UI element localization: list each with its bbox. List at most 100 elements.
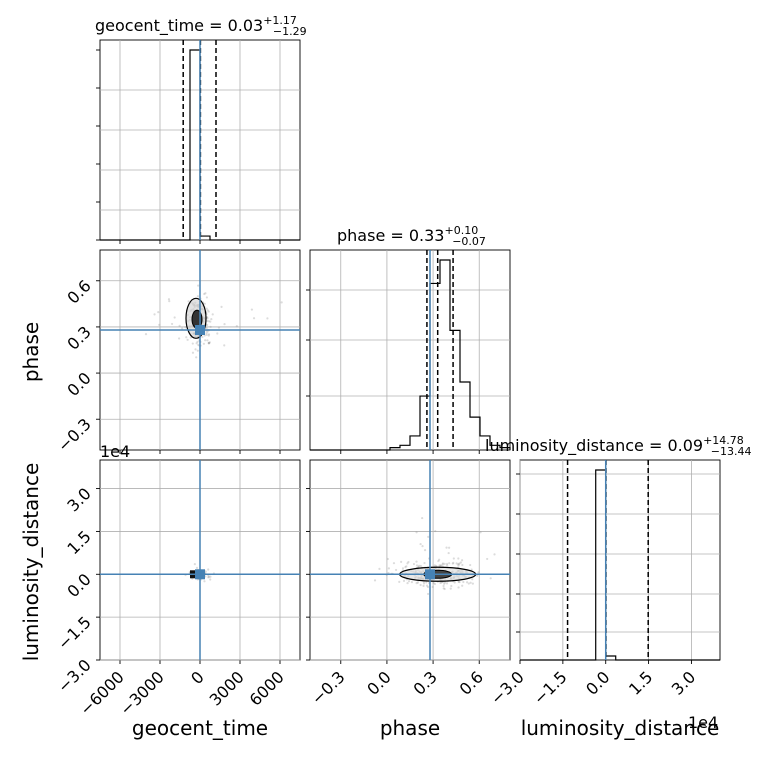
sample-point	[373, 579, 377, 582]
x-tick-label: −0.3	[308, 667, 349, 708]
x-tick-label: 0.0	[363, 667, 394, 698]
sample-point	[422, 584, 425, 587]
sample-point	[194, 348, 197, 351]
ylabel-luminosity-distance: luminosity_distance	[19, 463, 43, 662]
sample-point	[479, 531, 482, 534]
sample-point	[191, 342, 194, 345]
sample-point	[157, 311, 160, 314]
sample-point	[158, 323, 161, 326]
sample-point	[416, 581, 419, 584]
y-tick-label: 0.6	[63, 276, 94, 307]
offset-text-x-distance: 1e4	[688, 713, 718, 732]
sample-point	[235, 324, 238, 328]
sample-point	[412, 562, 416, 566]
sample-point	[422, 582, 426, 585]
sample-point	[207, 341, 210, 344]
sample-point	[206, 339, 209, 342]
sample-point	[457, 557, 460, 560]
sample-point	[433, 564, 436, 567]
sample-point	[457, 564, 460, 567]
ylabel-phase: phase	[19, 322, 43, 382]
panel-phase-vs-geocent-time: −0.3 0.0 0.3 0.6	[54, 249, 301, 456]
sample-point	[207, 320, 210, 323]
sample-point	[196, 340, 199, 343]
sample-point	[187, 300, 190, 303]
x-tick-label: 3000	[206, 667, 248, 709]
sample-point	[197, 343, 200, 347]
sample-point	[443, 582, 446, 585]
y-tick-label: −1.5	[54, 613, 95, 654]
histogram-step	[520, 469, 720, 661]
sample-point	[223, 323, 226, 326]
sample-point	[470, 568, 473, 571]
sample-point	[206, 309, 209, 312]
sample-point	[378, 567, 381, 570]
sample-point	[203, 292, 206, 296]
sample-point	[476, 574, 479, 577]
sample-point	[439, 581, 442, 584]
y-tick-label: −3.0	[54, 655, 95, 696]
sample-point	[419, 583, 422, 587]
sample-point	[207, 334, 210, 337]
sample-point	[216, 332, 219, 335]
sample-point	[415, 582, 418, 585]
sample-point	[410, 581, 414, 584]
truth-marker	[195, 569, 205, 580]
sample-point	[185, 336, 188, 339]
sample-point	[205, 332, 208, 335]
sample-point	[189, 336, 192, 339]
truth-marker	[425, 569, 435, 580]
sample-point	[204, 292, 207, 295]
sample-point	[205, 296, 208, 299]
sample-point	[406, 562, 409, 565]
sample-point	[431, 585, 434, 589]
x-tick-label: −3.0	[487, 667, 528, 708]
sample-point	[425, 581, 428, 584]
sample-point	[402, 579, 406, 582]
sample-point	[467, 582, 470, 585]
sample-point	[457, 580, 460, 584]
sample-point	[445, 562, 449, 565]
sample-point	[252, 317, 256, 320]
sample-point	[441, 563, 444, 566]
sample-point	[195, 356, 198, 359]
sample-point	[418, 564, 421, 567]
sample-point	[178, 337, 181, 340]
xlabel-luminosity-distance: luminosity_distance	[521, 716, 720, 740]
sample-point	[167, 298, 171, 301]
sample-point	[401, 567, 405, 570]
sample-point	[398, 580, 401, 583]
sample-point	[442, 584, 445, 588]
sample-point	[195, 342, 198, 345]
sample-point	[407, 580, 411, 583]
panel-phase-histogram	[306, 249, 511, 454]
sample-point	[207, 333, 211, 336]
sample-point	[450, 584, 453, 588]
panel-frame	[309, 249, 511, 451]
sample-point	[415, 531, 418, 534]
panel-distance-histogram: −3.0 −1.5 0.0 1.5 3.0	[487, 459, 721, 708]
sample-point	[437, 559, 440, 563]
sample-point	[423, 549, 427, 552]
sample-point	[209, 575, 212, 578]
sample-point	[426, 592, 430, 596]
sample-point	[477, 571, 480, 574]
sample-point	[421, 545, 424, 548]
sample-point	[266, 317, 269, 320]
sample-point	[451, 562, 454, 565]
sample-point	[386, 557, 389, 561]
sample-point	[448, 562, 451, 565]
sample-point	[417, 565, 420, 568]
sample-point	[206, 316, 209, 319]
sample-point	[203, 302, 206, 305]
y-tick-label: 0.0	[63, 570, 94, 601]
sample-point	[458, 562, 461, 565]
title-phase: phase = 0.33+0.10 −0.07	[337, 224, 486, 248]
truth-marker	[195, 325, 205, 335]
sample-point	[438, 558, 441, 561]
sample-point	[469, 581, 472, 584]
sample-point	[447, 546, 451, 549]
sample-point	[415, 564, 419, 567]
